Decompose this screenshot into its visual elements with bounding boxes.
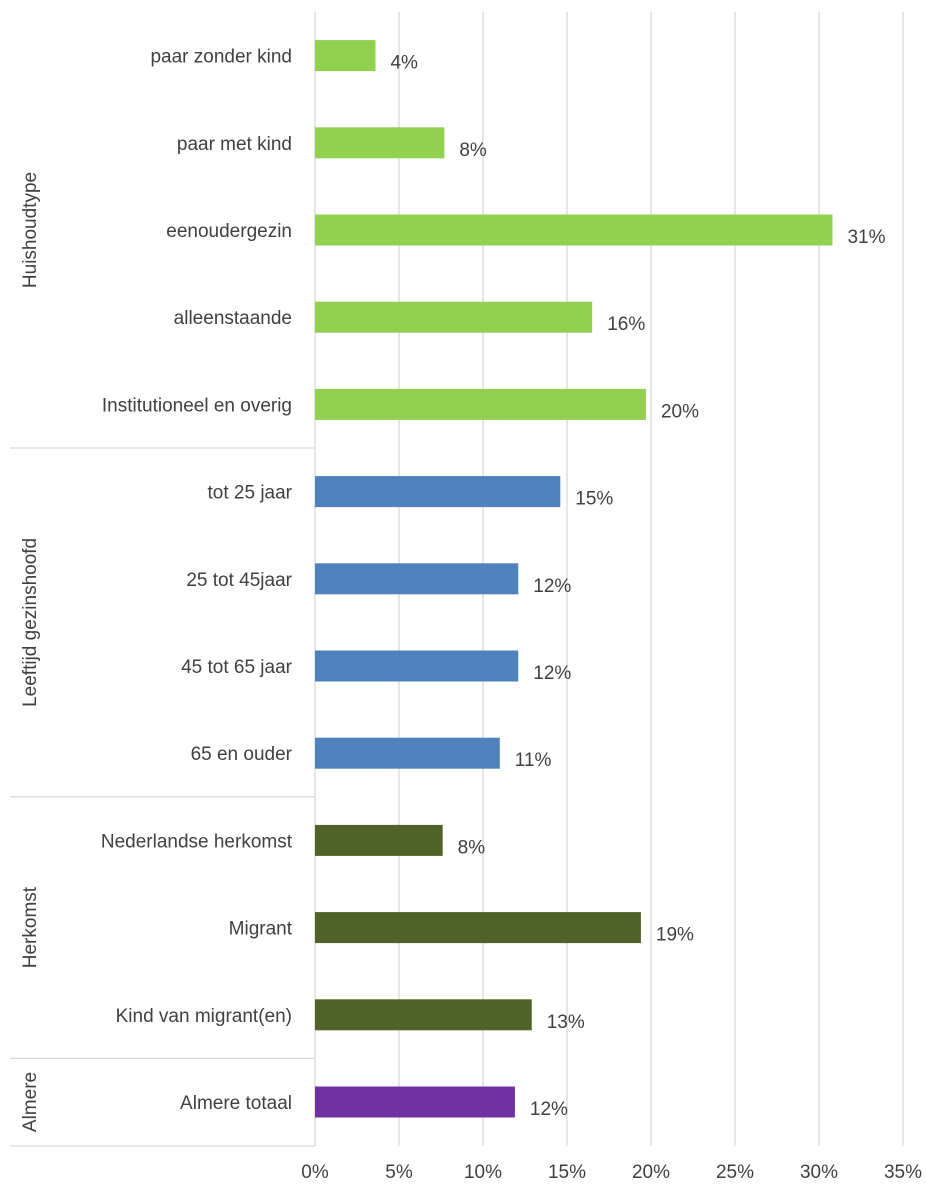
category-label: tot 25 jaar [208,483,293,504]
bar-layer [315,40,833,1118]
data-label: 16% [607,314,645,335]
category-label: 65 en ouder [191,744,293,765]
bar-paar-zonder-kind [315,40,376,72]
data-label: 4% [390,53,418,74]
data-label: 20% [661,401,699,422]
bar-kind-van-migrant-en [315,999,532,1031]
category-label: Migrant [229,919,293,940]
data-label: 12% [533,663,571,684]
x-tick-label: 30% [800,1162,838,1183]
x-tick-label: 5% [385,1162,413,1183]
data-label: 13% [547,1012,585,1033]
category-label: paar met kind [177,134,292,155]
data-label: 11% [515,750,552,771]
group-layer: Huishoudtype Leeftijd gezinshoofd Herkomst… [10,172,315,1147]
x-tick-label: 0% [301,1162,329,1183]
bar-institutioneel-en-overig [315,388,646,420]
bar-alleenstaande [315,301,593,333]
category-label: 25 tot 45jaar [186,570,292,591]
x-tick-label: 15% [548,1162,586,1183]
bar-migrant [315,912,641,944]
data-label: 12% [533,576,571,597]
bar-paar-met-kind [315,127,445,159]
category-label: eenoudergezin [166,221,292,242]
category-label: 45 tot 65 jaar [181,657,293,678]
group-label: Huishoudtype [20,172,41,288]
bar-almere-totaal [315,1086,515,1118]
group-label: Herkomst [20,886,41,968]
category-label: alleenstaande [174,308,292,329]
bar-nederlandse-herkomst [315,824,443,856]
data-label: 31% [847,227,885,248]
bar-25-tot-45jaar [315,563,519,595]
bar-65-en-ouder [315,737,500,769]
category-label: paar zonder kind [150,47,292,68]
data-label: 19% [656,925,694,946]
data-label: 12% [530,1099,568,1120]
x-tick-label: 10% [464,1162,502,1183]
label-layer: 0% 5% 10% 15% 20% 25% 30% 35% paar zonder kind 4%… [101,47,922,1183]
category-label: Kind van migrant(en) [116,1006,292,1027]
category-label: Institutioneel en overig [102,395,292,416]
group-label: Almere [20,1072,41,1132]
group-label: Leeftijd gezinshoofd [20,538,41,707]
bar-eenoudergezin [315,214,833,246]
category-label: Nederlandse herkomst [101,831,293,852]
data-label: 8% [458,837,486,858]
data-label: 15% [575,489,613,510]
data-label: 8% [459,140,487,161]
category-label: Almere totaal [180,1093,292,1114]
x-tick-label: 35% [884,1162,922,1183]
x-tick-label: 20% [632,1162,670,1183]
bar-tot-25-jaar [315,476,561,508]
x-tick-label: 25% [716,1162,754,1183]
bar-45-tot-65-jaar [315,650,519,682]
